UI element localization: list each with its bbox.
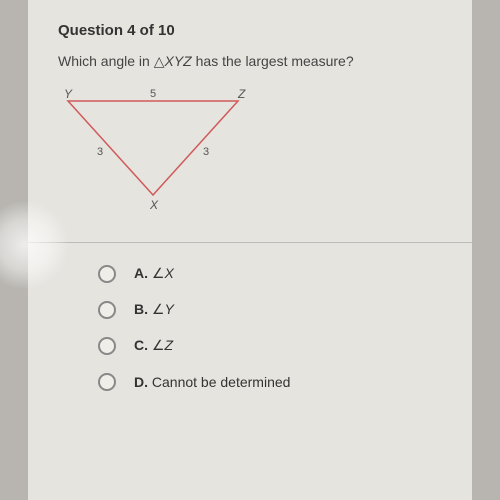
option-letter: C. <box>134 337 152 353</box>
vertex-label-z: Z <box>237 87 246 101</box>
question-number: Question 4 of 10 <box>58 22 442 39</box>
vertex-label-x: X <box>149 198 159 212</box>
option-label: A. ∠X <box>134 265 174 283</box>
triangle-diagram: Y Z X 5 3 3 <box>58 87 258 217</box>
triangle-symbol: △ <box>154 54 165 71</box>
option-text: Y <box>164 301 173 317</box>
option-label: C. ∠Z <box>134 337 173 355</box>
question-page: Question 4 of 10 Which angle in △XYZ has… <box>28 0 472 500</box>
option-text: Z <box>164 337 173 353</box>
vertex-label-y: Y <box>64 87 73 101</box>
radio-button[interactable] <box>98 265 116 283</box>
option-letter: A. <box>134 265 152 281</box>
option-text: Cannot be determined <box>152 374 291 390</box>
option-label: D. Cannot be determined <box>134 374 290 390</box>
answer-options: A. ∠XB. ∠YC. ∠ZD. Cannot be determined <box>58 265 442 391</box>
radio-button[interactable] <box>98 373 116 391</box>
option-a[interactable]: A. ∠X <box>98 265 442 283</box>
option-letter: B. <box>134 301 152 317</box>
angle-symbol: ∠ <box>152 267 165 282</box>
option-label: B. ∠Y <box>134 301 174 319</box>
question-suffix: has the largest measure? <box>192 53 354 69</box>
side-label: 3 <box>97 146 103 158</box>
question-prefix: Which angle in <box>58 53 154 69</box>
option-c[interactable]: C. ∠Z <box>98 337 442 355</box>
option-d[interactable]: D. Cannot be determined <box>98 373 442 391</box>
question-prompt: Which angle in △XYZ has the largest meas… <box>58 53 442 71</box>
side-label: 5 <box>150 88 156 100</box>
option-letter: D. <box>134 374 152 390</box>
divider <box>28 242 472 243</box>
option-text: X <box>164 265 173 281</box>
angle-symbol: ∠ <box>152 303 165 318</box>
triangle-name: XYZ <box>165 53 192 69</box>
radio-button[interactable] <box>98 301 116 319</box>
angle-symbol: ∠ <box>152 339 165 354</box>
triangle-shape <box>68 101 238 195</box>
option-b[interactable]: B. ∠Y <box>98 301 442 319</box>
radio-button[interactable] <box>98 337 116 355</box>
side-label: 3 <box>203 146 209 158</box>
